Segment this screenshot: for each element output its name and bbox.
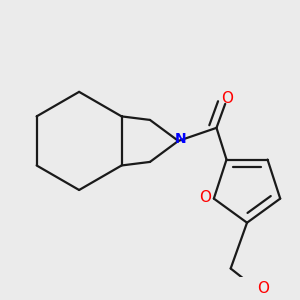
Text: O: O [199, 190, 211, 205]
Text: O: O [257, 280, 269, 296]
Text: N: N [175, 132, 186, 146]
Text: O: O [221, 91, 233, 106]
